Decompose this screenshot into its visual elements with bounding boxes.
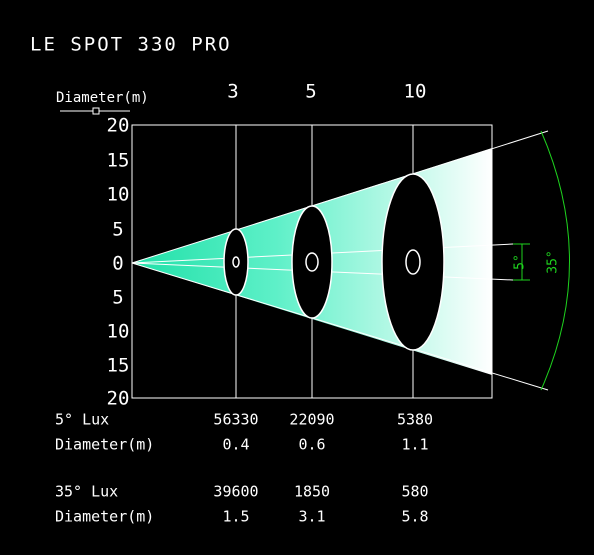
cell: 0.6 <box>298 436 325 454</box>
axis-marker <box>92 107 100 115</box>
cell: 1850 <box>294 483 330 501</box>
title: LE SPOT 330 PRO <box>30 34 232 56</box>
angle-label: 5° <box>513 254 528 270</box>
tick-label: 5 <box>112 219 123 241</box>
cell: 5380 <box>397 411 433 429</box>
angle-label: 35° <box>546 250 561 273</box>
tick-label: 10 <box>107 321 130 343</box>
tick-label: 15 <box>107 150 130 172</box>
tick-label: 15 <box>107 355 130 377</box>
distance: 3 <box>227 81 238 103</box>
angle-markers <box>513 130 570 391</box>
cell: 39600 <box>213 483 258 501</box>
distance: 5 <box>305 81 316 103</box>
row-label: 35° Lux <box>55 483 118 501</box>
distance: 10 <box>404 81 427 103</box>
cell: 56330 <box>213 411 258 429</box>
row-label: Diameter(m) <box>55 436 154 454</box>
tick-label: 0 <box>112 253 123 275</box>
axis-label: Diameter(m) <box>56 90 149 106</box>
cell: 5.8 <box>401 508 428 526</box>
cell: 1.5 <box>222 508 249 526</box>
tick-label: 5 <box>112 287 123 309</box>
row-label: Diameter(m) <box>55 508 154 526</box>
cell: 1.1 <box>401 436 428 454</box>
tick-label: 10 <box>107 184 130 206</box>
row-label: 5° Lux <box>55 411 109 429</box>
cell: 0.4 <box>222 436 249 454</box>
cell: 22090 <box>289 411 334 429</box>
tick-label: 20 <box>107 388 130 410</box>
beam-sections <box>223 173 445 351</box>
tick-label: 20 <box>107 115 130 137</box>
cell: 580 <box>401 483 428 501</box>
cell: 3.1 <box>298 508 325 526</box>
